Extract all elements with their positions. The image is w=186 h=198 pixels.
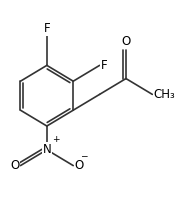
Text: O: O — [75, 159, 84, 172]
Text: F: F — [101, 59, 108, 72]
Text: N: N — [42, 143, 51, 156]
Text: +: + — [52, 135, 60, 145]
Text: CH₃: CH₃ — [154, 88, 175, 101]
Text: O: O — [121, 35, 131, 48]
Text: F: F — [44, 22, 50, 35]
Text: −: − — [80, 151, 87, 160]
Text: O: O — [10, 159, 19, 172]
